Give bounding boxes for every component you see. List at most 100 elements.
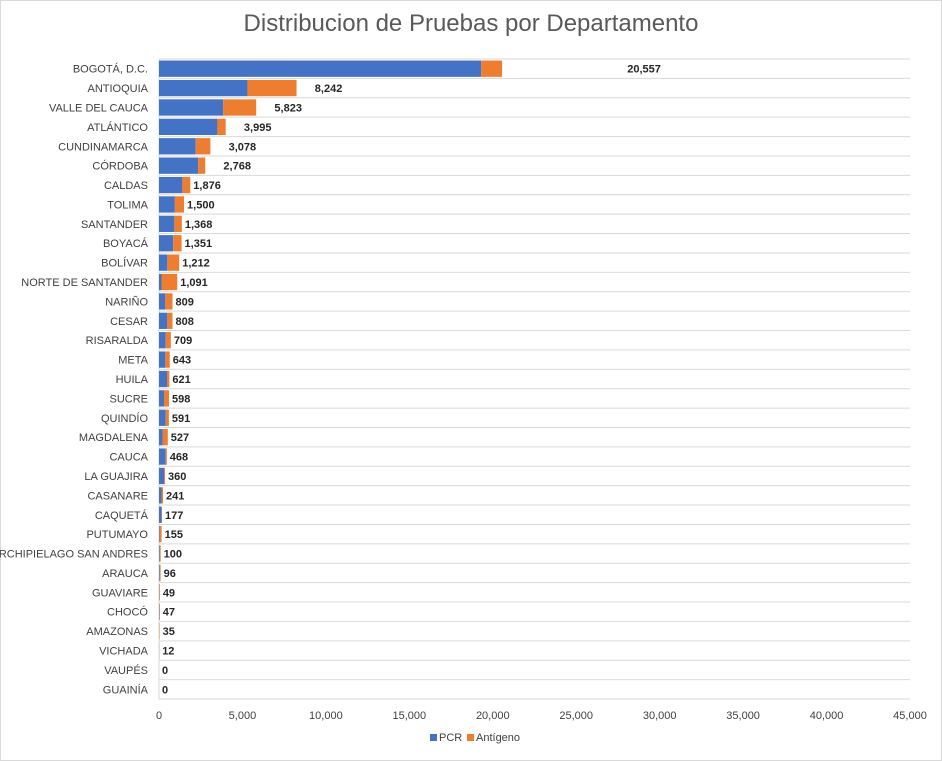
bar-antgeno: [165, 409, 169, 426]
bar-pcr: [159, 293, 166, 310]
x-tick-label: 40,000: [810, 710, 844, 722]
chart-title: Distribucion de Pruebas por Departamento: [243, 10, 699, 37]
bar-pcr: [159, 196, 175, 213]
data-label: 100: [164, 549, 182, 561]
category-label: SUCRE: [109, 393, 148, 405]
data-label: 809: [176, 296, 194, 308]
category-label: CAUCA: [109, 452, 148, 464]
bar-antgeno: [164, 467, 166, 485]
category-label: RISARALDA: [86, 335, 149, 347]
bar-antgeno: [165, 448, 167, 465]
bar-pcr: [159, 273, 162, 291]
data-label: 1,351: [185, 238, 213, 250]
bar-antgeno: [174, 215, 182, 232]
legend-label: Antígeno: [476, 732, 520, 744]
x-tick-label: 30,000: [643, 710, 677, 722]
data-label: 47: [163, 607, 175, 619]
bar-pcr: [159, 254, 168, 271]
category-label: ARAUCA: [102, 568, 149, 580]
data-label: 598: [172, 393, 190, 405]
bar-pcr: [159, 99, 224, 116]
category-label: ANTIOQUIA: [87, 83, 148, 95]
category-label: HUILA: [116, 374, 149, 386]
legend-swatch-pcr: [430, 734, 437, 741]
category-label: VALLE DEL CAUCA: [49, 102, 149, 114]
bar-antgeno: [165, 293, 173, 310]
category-label: VICHADA: [99, 646, 149, 658]
category-label: SANTANDER: [81, 219, 148, 231]
data-label: 808: [175, 316, 193, 328]
data-label: 2,768: [223, 161, 251, 173]
bar-antgeno: [198, 157, 206, 174]
category-label: PUTUMAYO: [86, 529, 148, 541]
legend: PCR Antígeno: [430, 732, 520, 744]
bar-antgeno: [173, 235, 182, 252]
data-label: 241: [166, 490, 184, 502]
bar-pcr: [159, 118, 218, 136]
data-label: 155: [165, 529, 183, 541]
x-tick-label: 25,000: [559, 710, 593, 722]
bar-pcr: [159, 312, 168, 329]
grid-lines: [158, 58, 910, 700]
bar-pcr: [159, 157, 199, 174]
bars: [159, 60, 503, 659]
bar-antgeno: [167, 370, 170, 388]
bar-pcr: [159, 176, 183, 194]
bar-antgeno: [247, 79, 297, 97]
legend-swatch-antgeno: [467, 734, 474, 741]
category-labels: BOGOTÁ, D.C. ANTIOQUIA VALLE DEL CAUCA ATLÁ…: [0, 63, 149, 697]
bar-antgeno: [159, 564, 161, 582]
data-label: 12: [162, 646, 174, 658]
category-label: CAQUETÁ: [95, 509, 149, 522]
bar-pcr: [159, 332, 166, 349]
data-label: 8,242: [315, 83, 343, 95]
category-label: VAUPÉS: [104, 664, 148, 677]
bar-pcr: [159, 79, 248, 97]
category-label: CUNDINAMARCA: [58, 141, 149, 153]
bar-pcr: [159, 564, 160, 582]
bar-pcr: [159, 506, 162, 523]
bar-pcr: [159, 429, 163, 446]
bar-antgeno: [161, 273, 178, 291]
bar-antgeno: [159, 545, 161, 562]
data-label: 360: [168, 471, 186, 483]
bar-pcr: [159, 215, 175, 232]
bar-pcr: [159, 526, 160, 543]
category-label: BOYACÁ: [103, 237, 149, 250]
category-label: MAGDALENA: [79, 432, 149, 444]
category-label: QUINDÍO: [101, 412, 149, 425]
x-tick-label: 35,000: [726, 710, 760, 722]
data-label: 1,876: [193, 180, 221, 192]
category-label: NARIÑO: [105, 295, 148, 308]
x-tick-label: 0: [156, 710, 162, 722]
bar-antgeno: [195, 138, 211, 155]
category-label: CESAR: [110, 316, 148, 328]
category-label: ATLÁNTICO: [87, 121, 148, 134]
bar-pcr: [159, 487, 162, 504]
data-label: 5,823: [274, 102, 302, 114]
bar-pcr: [159, 390, 165, 407]
data-label: 1,500: [187, 199, 215, 211]
data-label: 3,995: [244, 122, 272, 134]
category-label: BOGOTÁ, D.C.: [73, 63, 148, 76]
legend-label: PCR: [439, 732, 462, 744]
data-label: 468: [170, 452, 188, 464]
bar-pcr: [159, 370, 168, 388]
data-label: 3,078: [229, 141, 257, 153]
bar-antgeno: [159, 526, 162, 543]
bar-pcr: [159, 409, 166, 426]
data-label: 1,091: [180, 277, 208, 289]
category-label: GUAINÍA: [103, 683, 149, 696]
category-label: ARCHIPIELAGO SAN ANDRES: [0, 549, 148, 561]
x-tick-label: 45,000: [893, 710, 927, 722]
data-label: 20,557: [627, 64, 661, 76]
category-label: CÓRDOBA: [92, 160, 148, 173]
bar-pcr: [159, 448, 166, 465]
x-tick-label: 5,000: [229, 710, 257, 722]
data-label: 527: [171, 432, 189, 444]
bar-antgeno: [167, 312, 173, 329]
x-axis-ticks: 0 5,000 10,000 15,000 20,000 25,000 30,000 35,0…: [156, 710, 927, 722]
bar-antgeno: [165, 351, 170, 368]
